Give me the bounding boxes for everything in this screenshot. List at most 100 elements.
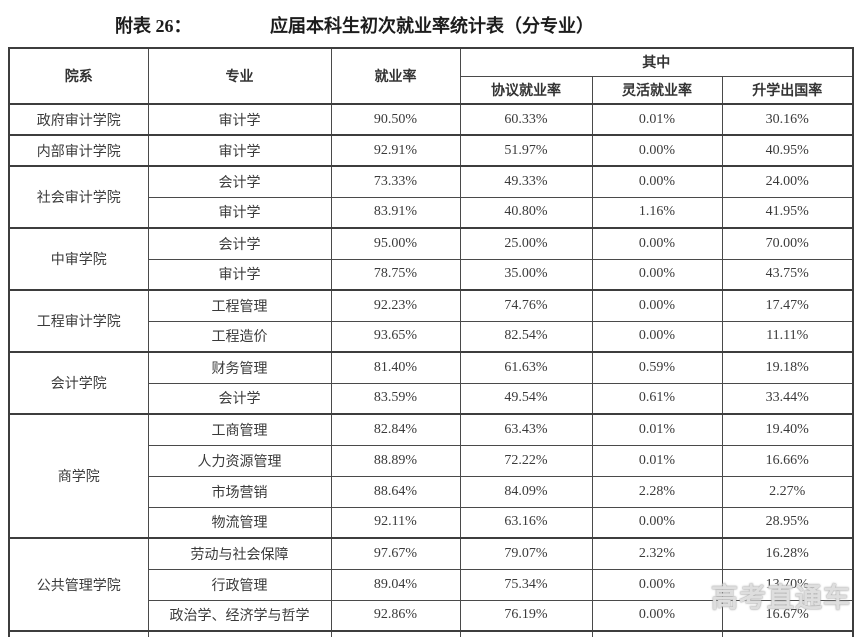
abroad-rate-cell: 19.18%: [721, 351, 854, 384]
table-row: 社会审计学院 会计学 73.33% 49.33% 0.00% 24.00%: [8, 165, 854, 229]
abroad-rate-cell: 40.95%: [721, 134, 854, 167]
major-cell: 工程管理: [147, 289, 332, 322]
major-cell: 政治学、经济学与哲学: [147, 599, 332, 632]
employment-rate-cell: 92.86%: [330, 599, 461, 632]
empty-cell: [147, 630, 332, 637]
employment-rate-cell: 92.23%: [330, 289, 461, 322]
flexible-rate-cell: 0.00%: [591, 258, 723, 291]
contract-rate-cell: 49.33%: [459, 165, 593, 198]
flexible-rate-cell: 0.59%: [591, 351, 723, 384]
abroad-rate-cell: 16.28%: [721, 537, 854, 570]
header-contract-rate: 协议就业率: [459, 75, 593, 105]
major-cell: 审计学: [147, 103, 332, 136]
contract-rate-cell: 60.33%: [459, 103, 593, 136]
employment-rate-cell: 92.11%: [330, 506, 461, 539]
abroad-rate-cell: 24.00%: [721, 165, 854, 198]
major-cell: 会计学: [147, 165, 332, 198]
abroad-rate-cell: 41.95%: [721, 196, 854, 229]
employment-rate-cell: 89.04%: [330, 568, 461, 601]
contract-rate-cell: 49.54%: [459, 382, 593, 415]
contract-rate-cell: 61.63%: [459, 351, 593, 384]
empty-cell: [591, 630, 723, 637]
contract-rate-cell: 63.16%: [459, 506, 593, 539]
contract-rate-cell: 25.00%: [459, 227, 593, 260]
flexible-rate-cell: 0.61%: [591, 382, 723, 415]
table-row: 工程审计学院 工程管理 92.23% 74.76% 0.00% 17.47%: [8, 289, 854, 353]
major-cell: 财务管理: [147, 351, 332, 384]
department-cell: 内部审计学院: [8, 134, 149, 167]
abroad-rate-cell: 30.16%: [721, 103, 854, 136]
contract-rate-cell: 35.00%: [459, 258, 593, 291]
table-row: 中审学院 会计学 95.00% 25.00% 0.00% 70.00%: [8, 227, 854, 291]
department-cell: 会计学院: [8, 351, 149, 415]
abroad-rate-cell: 28.95%: [721, 506, 854, 539]
employment-rate-cell: 88.64%: [330, 475, 461, 508]
header-further-study-abroad-rate: 升学出国率: [721, 75, 854, 105]
major-cell: 审计学: [147, 134, 332, 167]
contract-rate-cell: 82.54%: [459, 320, 593, 353]
table-body: 政府审计学院 审计学 90.50% 60.33% 0.01% 30.16% 内部审计学院 审计…: [8, 103, 854, 637]
table-row: 市场营销 88.64% 84.09% 2.28% 2.27%: [9, 475, 854, 508]
flexible-rate-cell: 1.16%: [591, 196, 723, 229]
employment-rate-cell: 93.65%: [330, 320, 461, 353]
header-department: 院系: [8, 47, 149, 105]
employment-rate-cell: 73.33%: [330, 165, 461, 198]
employment-rate-cell: 88.89%: [330, 444, 461, 477]
contract-rate-cell: 40.80%: [459, 196, 593, 229]
abroad-rate-cell: 11.11%: [721, 320, 854, 353]
table-header: 院系 专业 就业率 其中 协议就业率 灵活就业率 升学出国率: [8, 47, 854, 105]
employment-rate-cell: 81.40%: [330, 351, 461, 384]
empty-cell: [721, 630, 854, 637]
abroad-rate-cell: 17.47%: [721, 289, 854, 322]
department-cell: 商学院: [8, 413, 149, 539]
table-row: 政治学、经济学与哲学 92.86% 76.19% 0.00% 16.67%: [9, 599, 854, 632]
contract-rate-cell: 74.76%: [459, 289, 593, 322]
table-row: 会计学 83.59% 49.54% 0.61% 33.44%: [9, 382, 854, 415]
header-major: 专业: [147, 47, 332, 105]
contract-rate-cell: 63.43%: [459, 413, 593, 446]
major-cell: 行政管理: [147, 568, 332, 601]
table-row: 政府审计学院 审计学 90.50% 60.33% 0.01% 30.16%: [8, 103, 854, 136]
abroad-rate-cell: 16.67%: [721, 599, 854, 632]
flexible-rate-cell: 0.00%: [591, 165, 723, 198]
flexible-rate-cell: 0.00%: [591, 506, 723, 539]
major-cell: 市场营销: [147, 475, 332, 508]
table-row: 会计学院 财务管理 81.40% 61.63% 0.59% 19.18%: [8, 351, 854, 415]
employment-rate-cell: 82.84%: [330, 413, 461, 446]
major-cell: 劳动与社会保障: [147, 537, 332, 570]
abroad-rate-cell: 43.75%: [721, 258, 854, 291]
major-cell: 审计学: [147, 196, 332, 229]
header-employment-rate: 就业率: [330, 47, 461, 105]
abroad-rate-cell: 33.44%: [721, 382, 854, 415]
flexible-rate-cell: 0.00%: [591, 599, 723, 632]
employment-rate-cell: 83.59%: [330, 382, 461, 415]
major-cell: 物流管理: [147, 506, 332, 539]
table-row: 公共管理学院 劳动与社会保障 97.67% 79.07% 2.32% 16.28%: [8, 537, 854, 632]
major-cell: 会计学: [147, 227, 332, 260]
flexible-rate-cell: 0.00%: [591, 320, 723, 353]
table-row-partial: [8, 630, 854, 637]
abroad-rate-cell: 13.70%: [721, 568, 854, 601]
page-title: 应届本科生初次就业率统计表（分专业）: [270, 16, 594, 36]
employment-stats-table: 院系 专业 就业率 其中 协议就业率 灵活就业率 升学出国率 政府审计学院 审计学…: [8, 47, 855, 637]
abroad-rate-cell: 19.40%: [721, 413, 854, 446]
department-cell: 公共管理学院: [8, 537, 149, 632]
major-cell: 会计学: [147, 382, 332, 415]
employment-rate-cell: 78.75%: [330, 258, 461, 291]
abroad-rate-cell: 70.00%: [721, 227, 854, 260]
department-cell: 工程审计学院: [8, 289, 149, 353]
department-cell: 社会审计学院: [8, 165, 149, 229]
contract-rate-cell: 75.34%: [459, 568, 593, 601]
empty-cell: [459, 630, 593, 637]
abroad-rate-cell: 16.66%: [721, 444, 854, 477]
contract-rate-cell: 79.07%: [459, 537, 593, 570]
empty-cell: [8, 630, 149, 637]
major-cell: 工商管理: [147, 413, 332, 446]
flexible-rate-cell: 2.28%: [591, 475, 723, 508]
contract-rate-cell: 84.09%: [459, 475, 593, 508]
employment-rate-cell: 83.91%: [330, 196, 461, 229]
table-row: 商学院 工商管理 82.84% 63.43% 0.01% 19.40%: [8, 413, 854, 539]
table-row: 审计学 83.91% 40.80% 1.16% 41.95%: [9, 196, 854, 229]
employment-rate-cell: 90.50%: [330, 103, 461, 136]
header-flexible-rate: 灵活就业率: [591, 75, 723, 105]
